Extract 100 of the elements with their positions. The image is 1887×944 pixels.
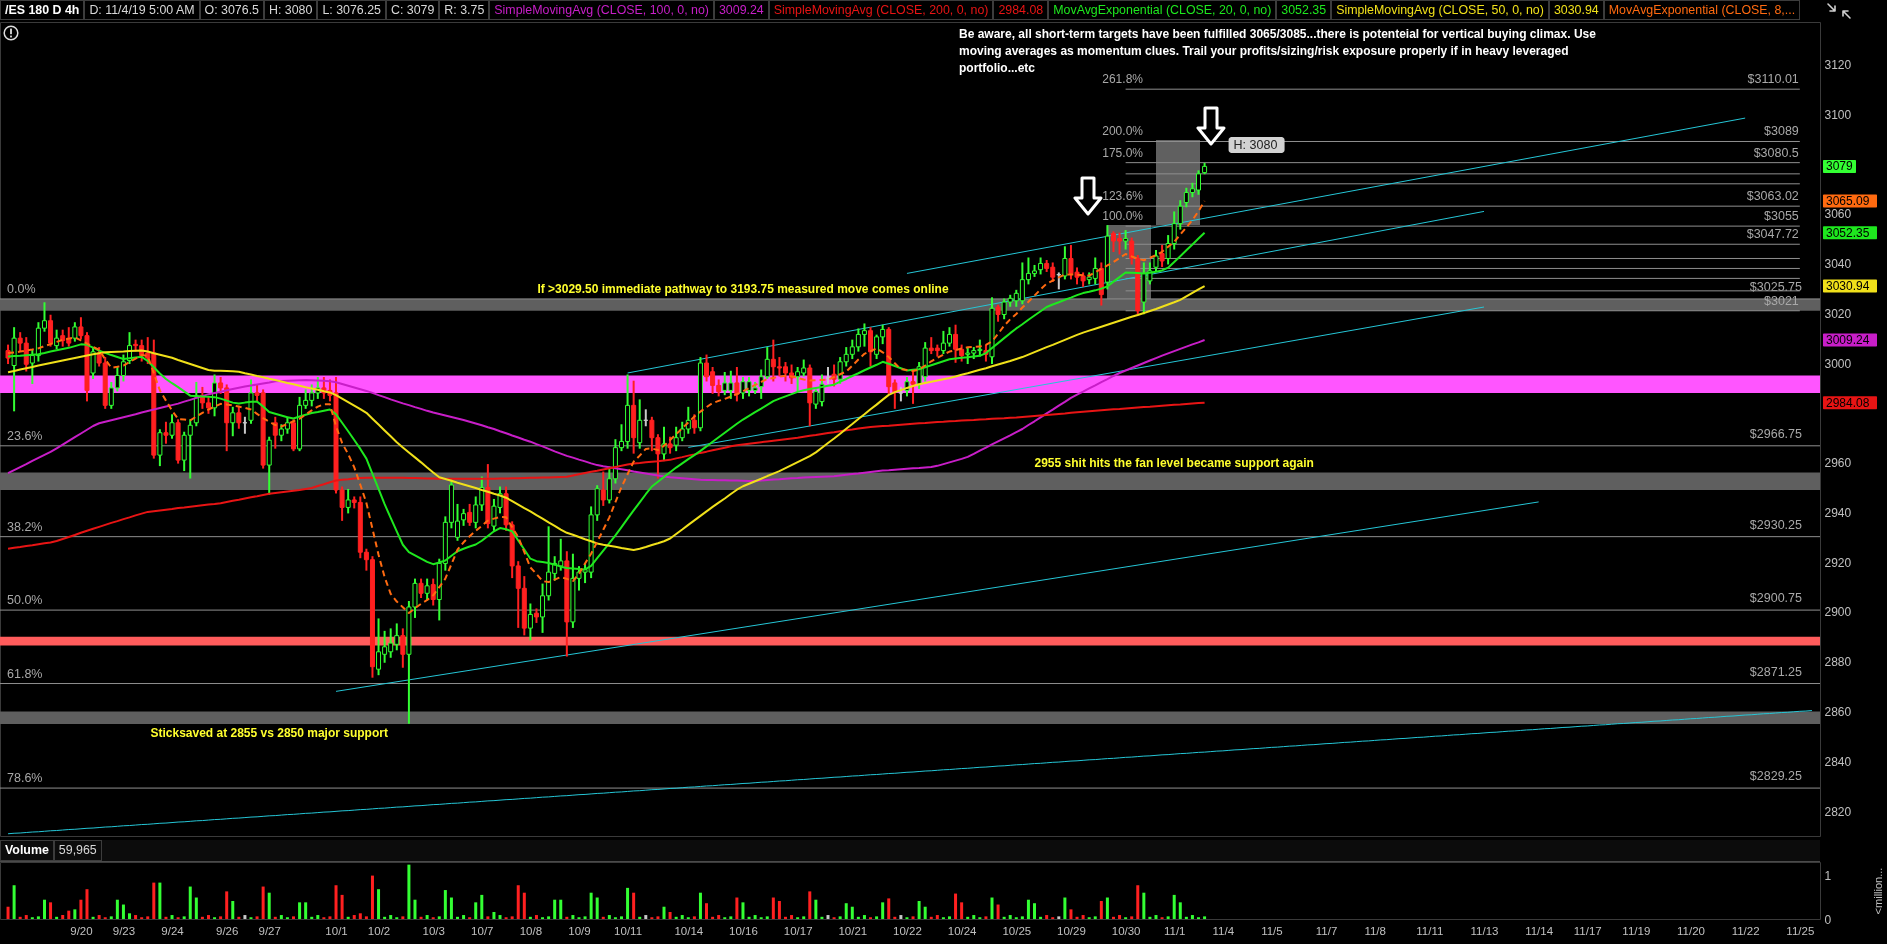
bar <box>850 906 854 919</box>
y-tick-label: 3120 <box>1824 57 1852 72</box>
bar <box>170 915 174 919</box>
y-tick-label: 3020 <box>1824 306 1852 321</box>
data-label: $3055 <box>1764 209 1799 224</box>
x-tick-label: 10/17 <box>783 924 813 937</box>
text: 3009.24 <box>713 0 769 20</box>
bar <box>1099 901 1103 919</box>
bar <box>1190 915 1194 919</box>
text: 3030.94 <box>1548 0 1604 20</box>
bar <box>364 916 368 919</box>
x-tick-label: 10/11 <box>614 924 643 937</box>
bar <box>1142 892 1146 919</box>
x-tick-label: 10/25 <box>1002 924 1032 937</box>
bar <box>194 897 198 919</box>
bar <box>115 899 119 919</box>
bar <box>668 911 672 919</box>
bar <box>377 889 381 919</box>
bar <box>316 915 320 919</box>
bar <box>121 904 125 919</box>
data-label: $3110.01 <box>1747 72 1799 87</box>
text: MovAvgExponential (CLOSE, 20, 0, no) <box>1048 0 1277 20</box>
bar <box>534 915 538 919</box>
y-axis-title: <million... <box>1871 866 1885 917</box>
bar <box>644 915 648 919</box>
bar <box>1105 897 1109 919</box>
y-tick-label: 0 <box>1824 912 1832 927</box>
y-tick-label: 2860 <box>1824 705 1852 720</box>
annotation: 38.2% <box>7 519 43 534</box>
bar <box>449 897 453 919</box>
bar <box>692 916 696 919</box>
x-tick-label: 11/5 <box>1261 924 1283 937</box>
ref-line-label: $2966.75 <box>1749 426 1803 441</box>
x-tick-label: 11/20 <box>1677 924 1705 937</box>
bar <box>814 899 818 919</box>
x-tick-label: 11/17 <box>1573 924 1602 937</box>
bar <box>97 915 101 919</box>
bar <box>589 892 593 919</box>
candlestick <box>157 429 163 467</box>
bar <box>358 913 362 919</box>
bar <box>680 915 684 919</box>
y-tick-label: 2900 <box>1824 605 1852 620</box>
bar <box>474 902 478 919</box>
y-tick-label: 1 <box>1824 868 1832 883</box>
x-tick-label: 9/20 <box>70 924 93 937</box>
bar <box>753 915 757 919</box>
bar <box>182 916 186 919</box>
bar <box>1172 894 1176 919</box>
x-tick-label: 10/29 <box>1057 924 1086 937</box>
annotation: 200.0% <box>1102 124 1144 139</box>
candlestick <box>1153 250 1159 272</box>
x-tick-label: 10/2 <box>367 924 391 937</box>
bar <box>255 916 259 919</box>
bar <box>279 915 283 919</box>
bar <box>401 916 405 919</box>
y-tick-label: 3060 <box>1824 207 1852 222</box>
bar <box>960 902 964 919</box>
bar <box>826 915 830 919</box>
x-tick-label: 10/21 <box>838 924 868 937</box>
bar <box>85 889 89 919</box>
bar <box>729 916 733 919</box>
text: 2984.08 <box>1826 395 1870 410</box>
bar <box>802 916 806 919</box>
bar <box>923 906 927 919</box>
bar <box>583 916 587 919</box>
bar <box>1154 915 1158 919</box>
bar <box>109 916 113 919</box>
bar <box>887 898 891 919</box>
bar <box>790 915 794 919</box>
bar <box>1118 915 1122 919</box>
bar <box>36 916 40 919</box>
bar <box>571 915 575 919</box>
bar <box>559 899 563 919</box>
chart-title: /ES 180 D 4h <box>0 0 85 20</box>
bar <box>547 916 551 919</box>
x-tick-label: 9/24 <box>161 924 185 937</box>
text: C: 3079 <box>385 0 440 20</box>
bar <box>844 903 848 919</box>
text: 3052.35 <box>1276 0 1332 20</box>
candlestick <box>230 406 236 437</box>
candlestick <box>345 488 351 514</box>
text: O: 3076.5 <box>199 0 264 20</box>
x-tick-label: 10/24 <box>947 924 978 937</box>
candlestick <box>400 628 406 668</box>
x-tick-label: 10/14 <box>674 924 704 937</box>
annotation: 261.8% <box>1102 72 1144 87</box>
x-tick-label: 11/7 <box>1315 924 1338 937</box>
bar <box>328 916 332 919</box>
bar <box>717 915 721 919</box>
bar <box>771 897 775 919</box>
bar <box>996 904 1000 919</box>
bar <box>741 902 745 919</box>
x-tick-label: 9/23 <box>112 924 136 937</box>
candlestick <box>29 349 35 384</box>
chart-title: Volume <box>0 840 54 861</box>
bar <box>334 885 338 919</box>
text: 3009.24 <box>1826 333 1870 348</box>
x-tick-label: 11/25 <box>1786 924 1815 937</box>
x-tick-label: 10/22 <box>893 924 922 937</box>
bar <box>1081 915 1085 919</box>
